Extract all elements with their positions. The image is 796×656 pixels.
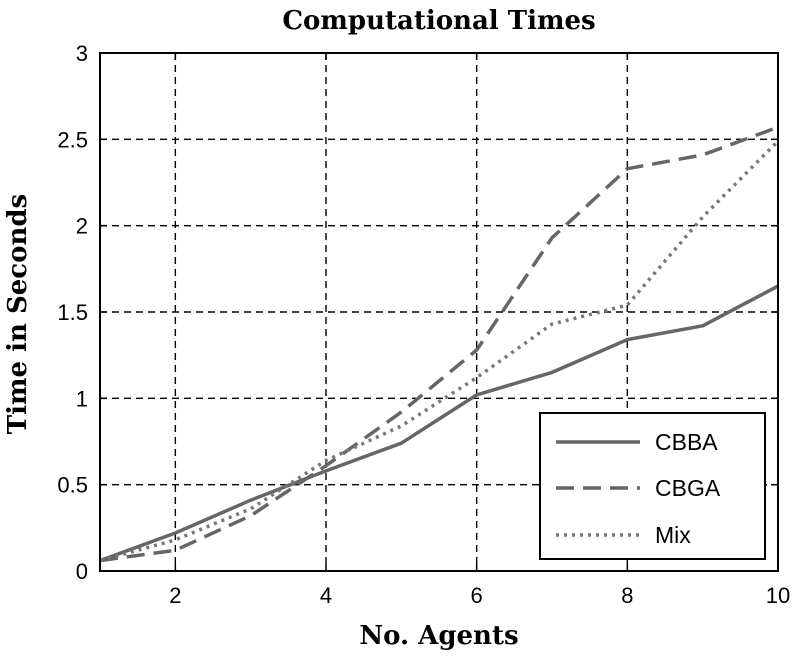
x-tick-label: 4 xyxy=(320,583,332,608)
axis-ticks: 2 4 6 8 10 0 0.5 1 1.5 2 2.5 3 xyxy=(57,41,790,608)
x-tick-label: 10 xyxy=(766,583,790,608)
x-axis-label: No. Agents xyxy=(359,621,518,651)
x-tick-label: 6 xyxy=(471,583,483,608)
y-tick-label: 0.5 xyxy=(57,473,88,498)
y-axis-label: Time in Seconds xyxy=(3,194,33,434)
y-tick-label: 1.5 xyxy=(57,300,88,325)
series-line-mix xyxy=(99,139,780,563)
y-tick-label: 1 xyxy=(76,386,88,411)
series-line-cbga xyxy=(99,125,779,563)
grid-lines xyxy=(100,53,778,571)
legend-label-cbga: CBGA xyxy=(655,475,721,501)
series-line-cbba xyxy=(99,284,779,563)
y-tick-label: 2 xyxy=(76,214,88,239)
y-tick-label: 0 xyxy=(76,559,88,584)
legend-box xyxy=(539,412,766,560)
series-lines xyxy=(99,125,780,563)
y-tick-label: 2.5 xyxy=(57,127,88,152)
chart-title: Computational Times xyxy=(282,6,595,36)
y-tick-label: 3 xyxy=(76,41,88,66)
legend-label-cbba: CBBA xyxy=(655,429,718,455)
x-tick-label: 2 xyxy=(169,583,181,608)
legend: CBBA CBGA Mix xyxy=(539,412,766,560)
x-tick-label: 8 xyxy=(621,583,633,608)
legend-label-mix: Mix xyxy=(655,522,691,548)
